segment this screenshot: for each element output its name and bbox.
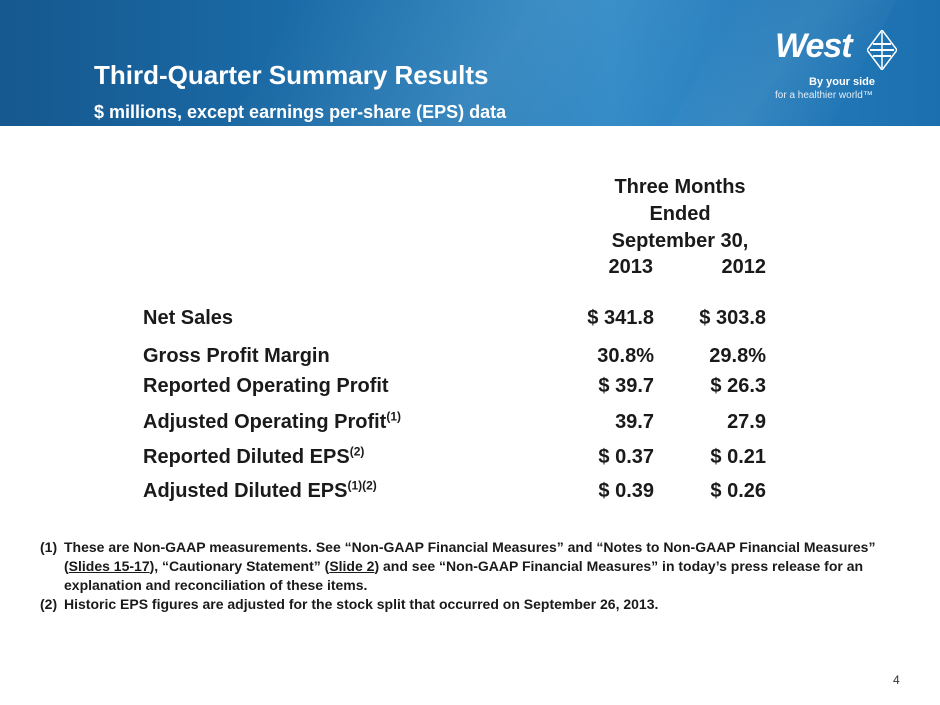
adjusted-op-profit-2013: 39.7 [615, 411, 654, 433]
logo-tagline-1: By your side [809, 76, 876, 88]
footnote-ref: (2) [349, 444, 365, 459]
reported-eps-2012: $ 0.21 [710, 446, 766, 468]
column-header-line-2: Ended [649, 203, 711, 225]
logo-tagline-2: for a healthier world™ [775, 90, 873, 101]
adjusted-eps-2012: $ 0.26 [710, 480, 766, 502]
footnotes: (1) These are Non-GAAP measurements. See … [40, 538, 910, 614]
footnote-2-number: (2) [40, 596, 58, 612]
reported-op-profit-2012: $ 26.3 [710, 375, 766, 397]
west-logo: West By your side for a healthier world™ [775, 27, 905, 101]
reported-op-profit-2013: $ 39.7 [598, 375, 654, 397]
header-banner: Third-Quarter Summary Results $ millions… [0, 0, 940, 126]
column-header-line-3: September 30, [611, 230, 749, 252]
year-2013-header: 2013 [608, 256, 654, 278]
year-2012-header: 2012 [721, 256, 767, 278]
logo-wordmark: West [775, 27, 853, 65]
footnote-2: (2) Historic EPS figures are adjusted for… [40, 596, 659, 612]
page-subtitle: $ millions, except earnings per-share (E… [94, 102, 507, 122]
row-label-adjusted-operating-profit: Adjusted Operating Profit(1) [143, 409, 402, 433]
row-label-adjusted-diluted-eps: Adjusted Diluted EPS(1)(2) [143, 478, 377, 502]
page-number: 4 [893, 673, 900, 687]
row-label-gross-profit-margin: Gross Profit Margin [143, 345, 330, 367]
reported-eps-2013: $ 0.37 [598, 446, 654, 468]
gross-margin-2012: 29.8% [709, 345, 766, 367]
row-label-reported-diluted-eps: Reported Diluted EPS(2) [143, 444, 365, 468]
footnote-ref: (1)(2) [347, 478, 377, 493]
slides-15-17-link[interactable]: Slides 15-17 [68, 558, 150, 574]
column-header-line-1: Three Months [614, 176, 746, 198]
page-title: Third-Quarter Summary Results [94, 60, 489, 90]
slide-2-link[interactable]: Slide 2 [329, 558, 375, 574]
adjusted-op-profit-2012: 27.9 [727, 411, 766, 433]
footnote-1: (1) These are Non-GAAP measurements. See … [40, 539, 876, 593]
net-sales-2013: $ 341.8 [587, 307, 654, 329]
logo-diamond-icon [867, 30, 897, 70]
row-label-reported-operating-profit: Reported Operating Profit [143, 375, 389, 397]
net-sales-2012: $ 303.8 [699, 307, 766, 329]
footnote-ref: (1) [386, 409, 402, 424]
row-label-net-sales: Net Sales [143, 307, 234, 329]
footnote-1-number: (1) [40, 539, 58, 555]
gross-margin-2013: 30.8% [597, 345, 654, 367]
adjusted-eps-2013: $ 0.39 [598, 480, 654, 502]
